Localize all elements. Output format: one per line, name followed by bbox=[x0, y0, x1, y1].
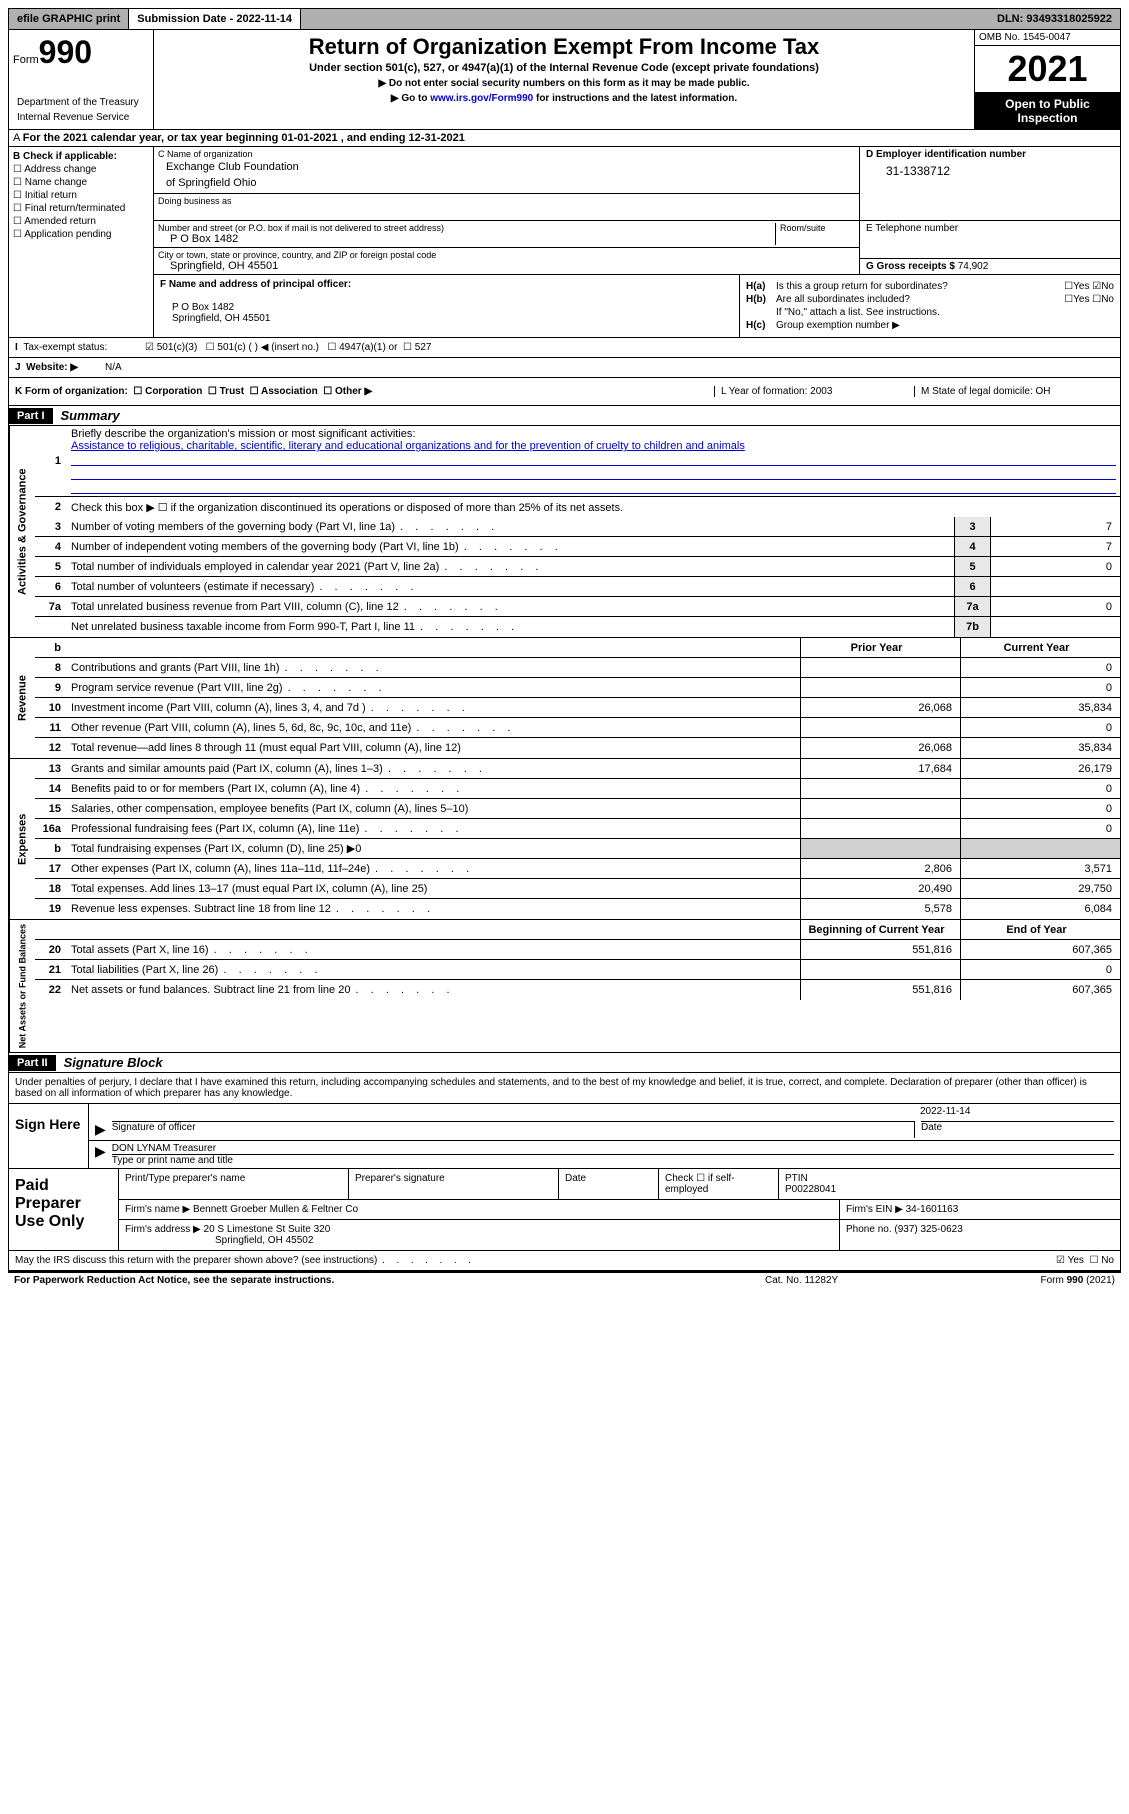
instruction-2: ▶ Go to www.irs.gov/Form990 for instruct… bbox=[162, 93, 966, 104]
gov-side-label: Activities & Governance bbox=[9, 426, 35, 637]
h-group-return: H(a)Is this a group return for subordina… bbox=[740, 275, 1120, 337]
form-header: Form990 Department of the Treasury Inter… bbox=[8, 30, 1121, 130]
open-inspection: Open to Public Inspection bbox=[975, 93, 1120, 129]
net-side-label: Net Assets or Fund Balances bbox=[9, 920, 35, 1052]
dept-label: Department of the Treasury bbox=[13, 95, 149, 110]
form-subtitle: Under section 501(c), 527, or 4947(a)(1)… bbox=[162, 62, 966, 74]
irs-label: Internal Revenue Service bbox=[13, 110, 149, 125]
addr-label: Number and street (or P.O. box if mail i… bbox=[158, 223, 775, 233]
form-number: Form990 bbox=[13, 34, 149, 71]
city-label: City or town, state or province, country… bbox=[158, 250, 855, 260]
ein-value: 31-1338712 bbox=[866, 160, 1114, 178]
net-section: Net Assets or Fund Balances Beginning of… bbox=[8, 920, 1121, 1053]
name-title-label: Type or print name and title bbox=[112, 1154, 1114, 1166]
signature-block: Under penalties of perjury, I declare th… bbox=[8, 1073, 1121, 1169]
dln: DLN: 93493318025922 bbox=[989, 9, 1120, 29]
row-a-tax-year: A For the 2021 calendar year, or tax yea… bbox=[8, 130, 1121, 147]
form-title: Return of Organization Exempt From Incom… bbox=[162, 34, 966, 60]
room-label: Room/suite bbox=[775, 223, 855, 245]
omb-number: OMB No. 1545-0047 bbox=[975, 30, 1120, 46]
row-k-form-org: K Form of organization: ☐ Corporation ☐ … bbox=[8, 378, 1121, 406]
d-ein-label: D Employer identification number bbox=[866, 149, 1114, 160]
sign-here-label: Sign Here bbox=[9, 1104, 89, 1168]
part-2-header: Part II Signature Block bbox=[8, 1053, 1121, 1073]
city-value: Springfield, OH 45501 bbox=[158, 260, 855, 272]
part-1-header: Part I Summary bbox=[8, 406, 1121, 426]
g-gross-receipts: G Gross receipts $ 74,902 bbox=[860, 259, 1120, 274]
may-irs-discuss: May the IRS discuss this return with the… bbox=[8, 1251, 1121, 1271]
rev-section: Revenue bPrior YearCurrent Year 8Contrib… bbox=[8, 638, 1121, 759]
instruction-1: ▶ Do not enter social security numbers o… bbox=[162, 78, 966, 89]
f-principal-officer: F Name and address of principal officer:… bbox=[154, 275, 740, 337]
main-block: B Check if applicable: ☐ Address change … bbox=[8, 147, 1121, 338]
exp-section: Expenses 13Grants and similar amounts pa… bbox=[8, 759, 1121, 920]
e-phone-label: E Telephone number bbox=[860, 221, 1120, 259]
rev-side-label: Revenue bbox=[9, 638, 35, 758]
paid-preparer: Paid Preparer Use Only Print/Type prepar… bbox=[8, 1169, 1121, 1251]
addr-value: P O Box 1482 bbox=[158, 233, 775, 245]
exp-side-label: Expenses bbox=[9, 759, 35, 919]
sig-declaration: Under penalties of perjury, I declare th… bbox=[9, 1073, 1120, 1104]
top-bar: efile GRAPHIC print Submission Date - 20… bbox=[8, 8, 1121, 30]
submission-date: Submission Date - 2022-11-14 bbox=[129, 9, 301, 29]
gov-section: Activities & Governance 1Briefly describ… bbox=[8, 426, 1121, 638]
org-name-1: Exchange Club Foundation bbox=[154, 161, 859, 177]
row-j-website: J Website: ▶ N/A bbox=[8, 358, 1121, 378]
irs-link[interactable]: www.irs.gov/Form990 bbox=[430, 93, 533, 104]
page-footer: For Paperwork Reduction Act Notice, see … bbox=[8, 1271, 1121, 1288]
officer-name: DON LYNAM Treasurer bbox=[112, 1143, 1114, 1154]
paid-preparer-label: Paid Preparer Use Only bbox=[9, 1169, 119, 1250]
c-name-label: C Name of organization bbox=[154, 147, 859, 161]
col-b-checkboxes: B Check if applicable: ☐ Address change … bbox=[9, 147, 154, 337]
dba-label: Doing business as bbox=[154, 193, 859, 208]
tax-year: 2021 bbox=[975, 46, 1120, 93]
org-name-2: of Springfield Ohio bbox=[154, 177, 859, 193]
sig-officer-label: Signature of officer bbox=[112, 1121, 914, 1133]
efile-label: efile GRAPHIC print bbox=[9, 9, 129, 29]
row-i-tax-status: I Tax-exempt status: ☑ 501(c)(3) ☐ 501(c… bbox=[8, 338, 1121, 358]
